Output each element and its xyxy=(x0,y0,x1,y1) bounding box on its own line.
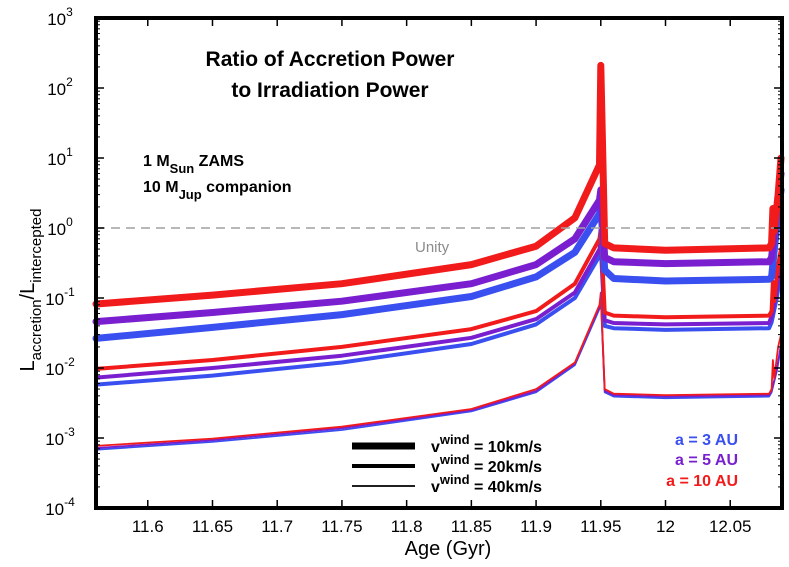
annotation-companion-pre: 10 M xyxy=(143,179,179,196)
annotation-star-pre: 1 M xyxy=(143,153,170,170)
y-axis-label-sub2: intercepted xyxy=(28,209,45,283)
legend-wind-label-1: vwind = 20km/s xyxy=(431,452,542,476)
x-tick-label-4: 11.8 xyxy=(391,517,423,536)
chart-title-line2: to Irradiation Power xyxy=(231,79,428,102)
annotation-companion-sub: Jup xyxy=(179,187,202,202)
annotation-star-sub: Sun xyxy=(170,161,195,176)
y-tick-label-0: 10-4 xyxy=(45,495,75,519)
y-tick-label-4: 100 xyxy=(47,215,73,239)
annotation-companion-post: companion xyxy=(202,179,292,196)
series-line-5 xyxy=(94,226,783,371)
y-tick-label-2: 10-2 xyxy=(45,355,75,379)
y-tick-label-5: 101 xyxy=(47,145,73,169)
x-tick-label-6: 11.9 xyxy=(520,517,552,536)
y-tick-label-1: 10-3 xyxy=(45,425,75,449)
legend-wind-label-2: vwind = 40km/s xyxy=(431,472,542,496)
series-layer xyxy=(92,61,785,451)
x-axis-label: Age (Gyr) xyxy=(405,538,492,560)
y-axis-label-main: L xyxy=(17,360,39,371)
legend-separations: a = 3 AU a = 5 AU a = 10 AU xyxy=(666,432,738,490)
plot-frame xyxy=(94,16,784,510)
y-tick-label-6: 102 xyxy=(47,75,73,99)
series-line-2 xyxy=(92,61,785,308)
x-tick-label-5: 11.85 xyxy=(451,517,492,536)
legend-separation-2: a = 10 AU xyxy=(666,473,738,490)
tick-layer: 11.6 11.65 11.7 11.75 11.8 11.85 11.9 11.95 12 12… xyxy=(45,5,782,536)
legend-separation-1: a = 5 AU xyxy=(675,452,738,469)
annotation-companion: 10 MJup companion xyxy=(143,179,291,202)
x-tick-label-9: 12.05 xyxy=(709,517,752,536)
y-axis-label-sub1: accretion xyxy=(28,299,45,360)
y-tick-label-3: 10-1 xyxy=(45,285,75,309)
y-axis-label: Laccretion/Lintercepted xyxy=(17,209,45,372)
x-tick-label-0: 11.6 xyxy=(132,517,164,536)
series-line-6 xyxy=(95,297,782,451)
legend-separation-0: a = 3 AU xyxy=(675,432,738,449)
annotation-star: 1 MSun ZAMS xyxy=(143,153,244,176)
series-line-8 xyxy=(95,291,782,447)
y-axis-label-sep: /L xyxy=(17,283,39,300)
x-tick-label-7: 11.95 xyxy=(580,517,621,536)
legend-wind-label-0: vwind = 10km/s xyxy=(431,432,542,456)
y-tick-label-7: 103 xyxy=(47,5,73,29)
annotation-star-post: ZAMS xyxy=(194,153,244,170)
x-tick-label-2: 11.7 xyxy=(261,517,293,536)
chart-title-line1: Ratio of Accretion Power xyxy=(206,48,455,71)
unity-label: Unity xyxy=(415,239,450,256)
x-tick-label-3: 11.75 xyxy=(321,517,362,536)
series-line-4 xyxy=(94,236,783,380)
x-tick-label-1: 11.65 xyxy=(192,517,233,536)
x-tick-label-8: 12 xyxy=(656,517,675,536)
